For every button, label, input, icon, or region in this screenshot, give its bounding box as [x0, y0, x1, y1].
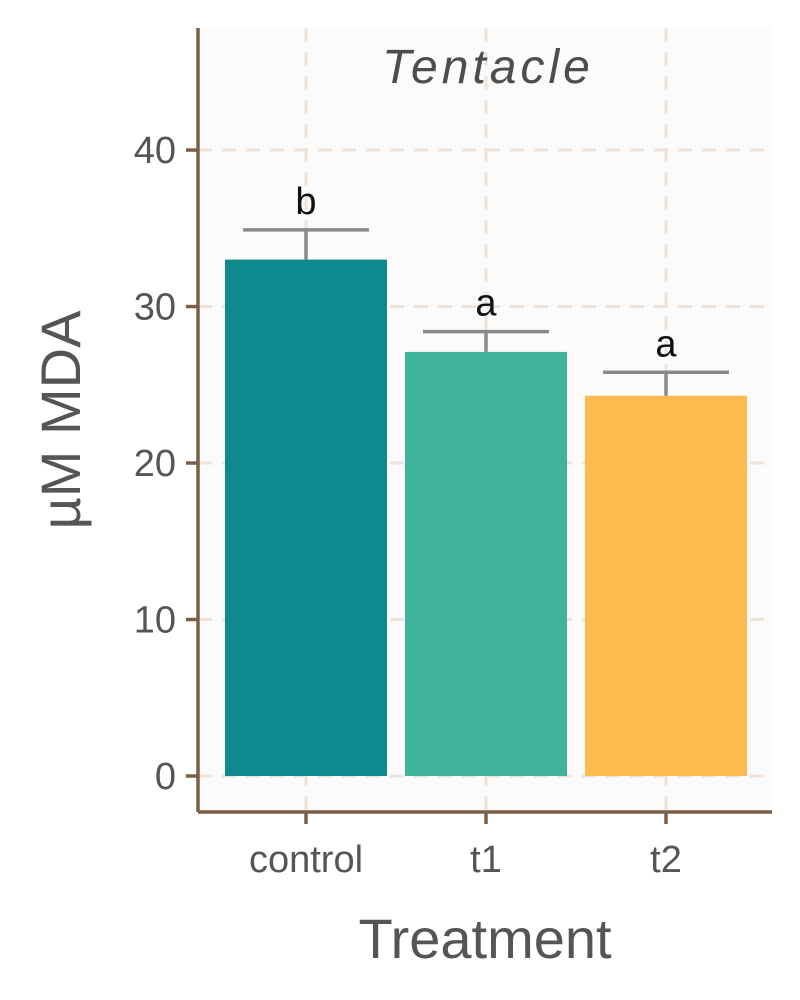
bar-t2 — [585, 395, 747, 777]
significance-label-t2: a — [655, 323, 677, 365]
x-tick-label-control: control — [249, 839, 363, 881]
y-tick-label-30: 30 — [134, 287, 176, 329]
panel-title: Tentacle — [382, 41, 594, 94]
y-tick-label-20: 20 — [134, 443, 176, 485]
x-axis-title: Treatment — [358, 907, 612, 970]
significance-label-control: b — [295, 181, 316, 223]
y-axis-title: µM MDA — [29, 310, 92, 530]
y-tick-label-40: 40 — [134, 130, 176, 172]
x-ticks: control t1 t2 — [249, 812, 682, 881]
bar-t1 — [405, 351, 567, 777]
x-tick-label-t1: t1 — [470, 839, 502, 881]
significance-labels: b a a — [295, 181, 677, 365]
x-tick-label-t2: t2 — [650, 839, 682, 881]
error-bar-control — [243, 228, 369, 260]
bars — [225, 259, 747, 777]
significance-label-t1: a — [475, 283, 497, 325]
y-tick-label-10: 10 — [134, 600, 176, 642]
bar-control — [225, 259, 387, 777]
error-bar-t2 — [603, 370, 729, 396]
y-ticks: 0 10 20 30 40 — [134, 130, 198, 798]
error-bars — [243, 228, 729, 396]
error-bar-t1 — [423, 329, 549, 352]
y-tick-label-0: 0 — [155, 756, 176, 798]
